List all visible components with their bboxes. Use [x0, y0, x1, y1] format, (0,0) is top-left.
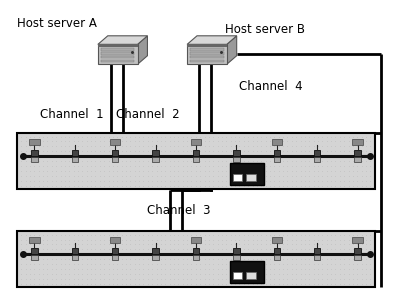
Text: Host server A: Host server A: [17, 17, 96, 30]
Bar: [31, 150, 37, 156]
Bar: [193, 150, 199, 156]
Bar: [233, 174, 242, 181]
Bar: [272, 139, 282, 145]
Bar: [190, 48, 224, 51]
Polygon shape: [98, 36, 147, 44]
Bar: [355, 255, 361, 260]
Bar: [233, 248, 240, 254]
Bar: [233, 272, 242, 279]
Bar: [152, 150, 159, 156]
Bar: [230, 163, 264, 185]
Bar: [72, 150, 78, 156]
Bar: [98, 44, 138, 64]
Bar: [29, 139, 39, 145]
Bar: [190, 56, 224, 59]
Bar: [274, 248, 280, 254]
Bar: [246, 272, 256, 279]
Bar: [31, 255, 37, 260]
Bar: [274, 255, 280, 260]
Polygon shape: [227, 36, 237, 64]
Bar: [31, 157, 37, 162]
Bar: [72, 255, 78, 260]
Bar: [274, 150, 280, 156]
Bar: [152, 255, 159, 260]
Bar: [353, 237, 363, 243]
Bar: [187, 44, 227, 64]
Bar: [353, 139, 363, 145]
Bar: [110, 237, 120, 243]
Bar: [112, 255, 118, 260]
Bar: [98, 44, 138, 47]
Bar: [314, 157, 320, 162]
Bar: [193, 255, 199, 260]
Bar: [190, 60, 224, 63]
Bar: [191, 237, 201, 243]
Polygon shape: [138, 36, 147, 64]
Bar: [355, 150, 361, 156]
Bar: [193, 248, 199, 254]
Bar: [190, 52, 224, 55]
Text: Channel  2: Channel 2: [116, 107, 179, 121]
Bar: [272, 237, 282, 243]
Text: Channel  3: Channel 3: [147, 204, 211, 217]
Bar: [72, 157, 78, 162]
Bar: [72, 248, 78, 254]
Bar: [191, 139, 201, 145]
Bar: [112, 157, 118, 162]
Bar: [246, 174, 256, 181]
Bar: [314, 150, 320, 156]
Text: Channel  4: Channel 4: [239, 80, 302, 93]
Bar: [152, 157, 159, 162]
Bar: [101, 52, 135, 55]
Bar: [101, 56, 135, 59]
Bar: [17, 231, 375, 287]
Bar: [230, 261, 264, 283]
Bar: [274, 157, 280, 162]
Bar: [110, 139, 120, 145]
Bar: [101, 60, 135, 63]
Bar: [112, 248, 118, 254]
Bar: [355, 157, 361, 162]
Bar: [314, 255, 320, 260]
Bar: [233, 255, 240, 260]
Bar: [101, 48, 135, 51]
Bar: [233, 150, 240, 156]
Bar: [112, 150, 118, 156]
Text: Channel  1: Channel 1: [40, 107, 104, 121]
Bar: [187, 44, 227, 47]
Bar: [152, 248, 159, 254]
Bar: [193, 157, 199, 162]
Bar: [314, 248, 320, 254]
Text: Host server B: Host server B: [225, 23, 305, 36]
Bar: [355, 248, 361, 254]
Bar: [233, 157, 240, 162]
Bar: [17, 132, 375, 189]
Polygon shape: [187, 36, 237, 44]
Bar: [29, 237, 39, 243]
Bar: [31, 248, 37, 254]
